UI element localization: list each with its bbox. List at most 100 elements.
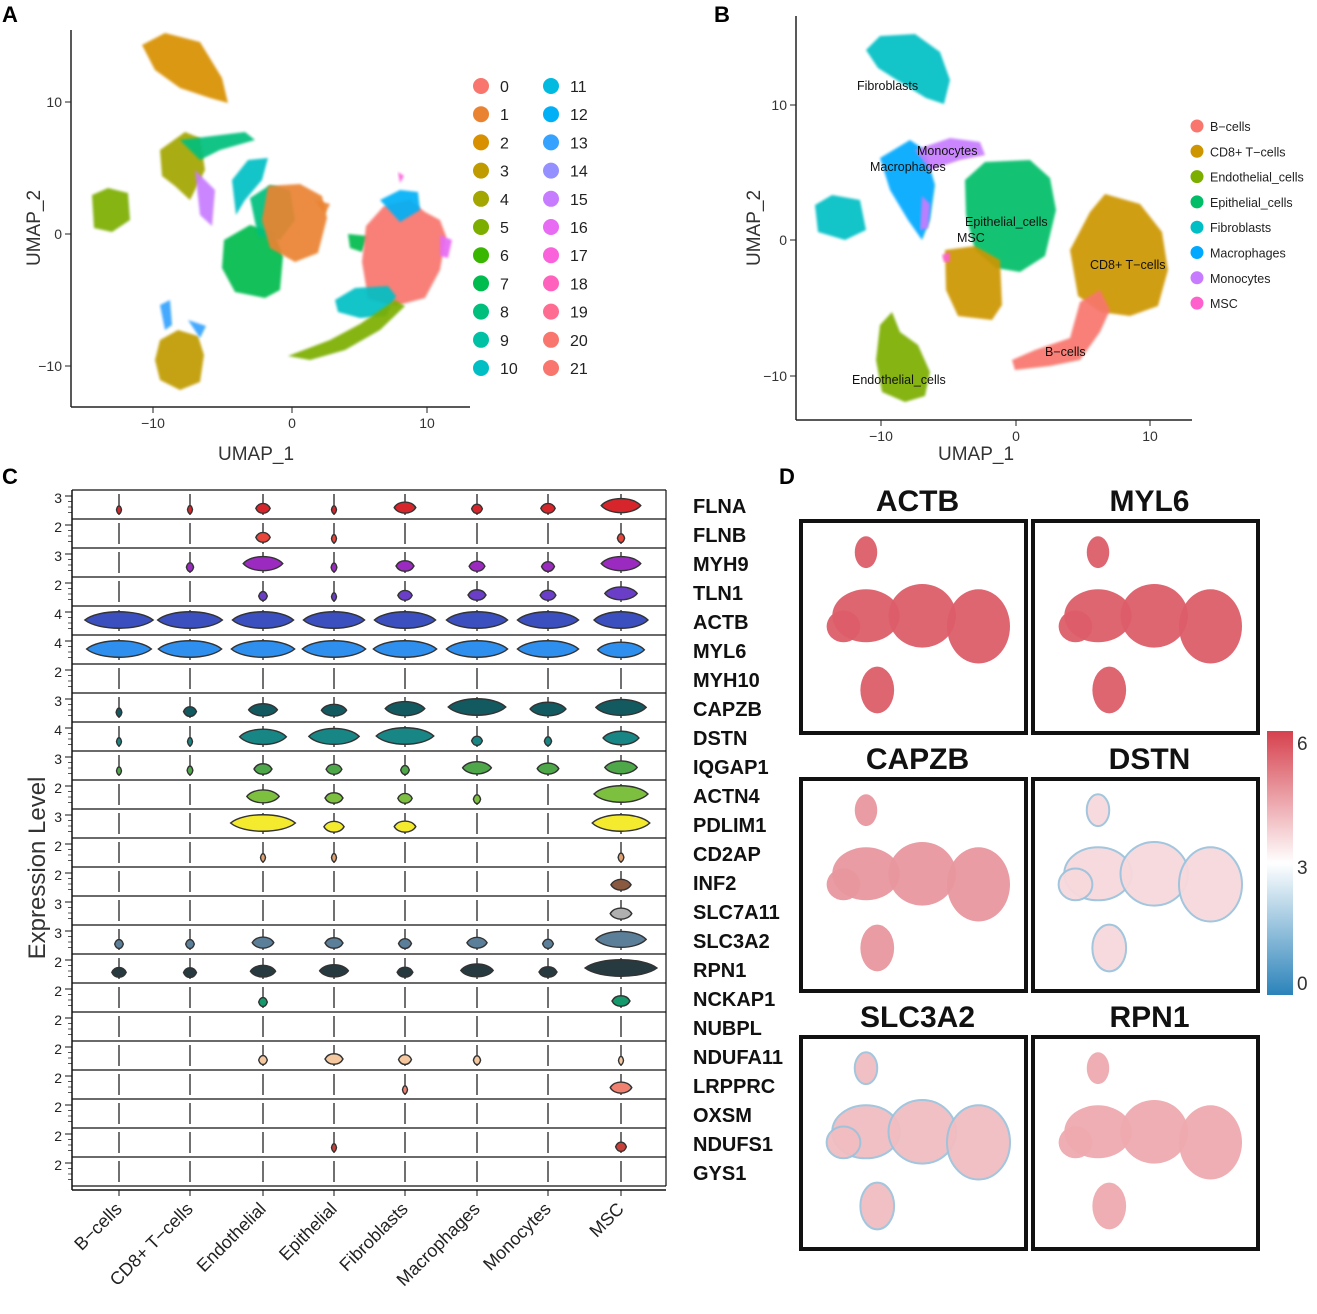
cluster-blob	[188, 320, 206, 338]
y-ticks-b: 10 0 −10	[763, 97, 796, 384]
legend-swatch	[1190, 170, 1204, 184]
cluster-blob	[288, 300, 405, 360]
violin	[372, 640, 438, 658]
cluster-blob	[348, 234, 368, 252]
feature-plot-title: MYL6	[1109, 485, 1189, 518]
violin	[543, 736, 553, 747]
colorbar-tick-label: 6	[1297, 734, 1308, 755]
legend-label: 21	[570, 361, 588, 378]
cluster-blob	[945, 246, 1002, 320]
legend-label: 6	[500, 248, 509, 265]
y-level-label: 3	[54, 925, 62, 941]
violin	[593, 785, 649, 803]
violin	[113, 938, 125, 950]
cluster-blob	[380, 190, 420, 222]
violin	[395, 560, 415, 572]
violin	[536, 762, 560, 775]
violin	[596, 641, 646, 659]
y-level-label: 2	[54, 577, 62, 593]
violin	[253, 763, 273, 775]
y-level-label: 3	[54, 490, 62, 506]
cluster-blob	[920, 196, 930, 230]
y-level-label: 4	[54, 722, 62, 738]
legend-swatch	[543, 303, 559, 320]
expression-blob	[1086, 536, 1110, 569]
legend-swatch	[1190, 220, 1204, 234]
violin	[330, 852, 338, 863]
expression-blob	[859, 1181, 896, 1231]
violin	[186, 504, 194, 515]
violin	[399, 764, 411, 776]
gene-label: CD2AP	[693, 844, 761, 866]
violin	[541, 938, 555, 950]
y-level-label: 3	[54, 693, 62, 709]
gene-label: RPN1	[693, 960, 746, 982]
violin	[324, 792, 344, 804]
legend-swatch	[1190, 144, 1204, 158]
violin	[182, 967, 198, 979]
legend-swatch	[1190, 271, 1204, 285]
legend-label: MSC	[1210, 297, 1238, 311]
expression-blob	[888, 584, 956, 648]
umap-clusters-a	[92, 33, 452, 390]
expression-blob	[1179, 1105, 1242, 1180]
violin	[401, 1085, 409, 1095]
x-tick-label: 0	[288, 415, 296, 431]
legend-label: 14	[570, 164, 588, 181]
legend-label: 8	[500, 305, 509, 322]
gene-label: NDUFS1	[693, 1134, 773, 1156]
violin	[472, 1055, 482, 1066]
violin	[255, 502, 271, 515]
legend-label: 18	[570, 276, 588, 293]
gene-label: FLNA	[693, 496, 746, 518]
cluster-blob	[232, 158, 268, 215]
y-tick-label: 10	[46, 94, 62, 110]
violin	[603, 760, 639, 775]
y-level-label: 2	[54, 983, 62, 999]
legend-swatch	[473, 219, 489, 235]
violin	[600, 555, 642, 572]
violin	[330, 505, 338, 515]
violin	[616, 533, 626, 544]
cluster-blob	[965, 160, 1056, 272]
expression-blob	[888, 842, 956, 906]
legend-swatch	[473, 303, 489, 320]
violin	[594, 930, 648, 949]
expression-blob	[1058, 610, 1093, 643]
legend-swatch	[473, 360, 489, 376]
feature-plot-title: ACTB	[876, 485, 959, 518]
gene-label: IQGAP1	[693, 757, 769, 779]
legend-label: 16	[570, 220, 588, 237]
expression-blob	[853, 1051, 879, 1086]
violin	[186, 765, 194, 776]
feature-plot-title: RPN1	[1109, 1001, 1189, 1034]
legend-label: Epithelial_cells	[1210, 196, 1293, 210]
expression-blob	[1178, 846, 1243, 923]
violin	[540, 561, 556, 573]
legend-swatch	[1190, 195, 1204, 209]
y-level-label: 3	[54, 809, 62, 825]
legend-swatch	[543, 78, 559, 94]
legend-swatch	[473, 190, 489, 207]
expression-blob	[1119, 841, 1189, 907]
legend-label: Fibroblasts	[1210, 221, 1271, 235]
violin	[393, 820, 417, 833]
legend-label: 12	[570, 107, 588, 124]
cluster-blob	[815, 195, 866, 240]
violin	[461, 760, 493, 775]
gene-label: SLC3A2	[693, 931, 770, 953]
cluster-blob	[315, 200, 330, 214]
legend-swatch	[473, 78, 489, 94]
legend-label: Endothelial_cells	[1210, 171, 1304, 185]
violin	[617, 1055, 625, 1066]
violin	[111, 966, 127, 979]
legend-swatch	[1190, 246, 1204, 259]
y-level-label: 2	[54, 838, 62, 854]
expression-blob	[1085, 793, 1111, 828]
legend-swatch	[543, 134, 559, 151]
y-tick-label: 0	[779, 232, 787, 248]
violin	[318, 963, 350, 978]
legend-swatch	[473, 331, 489, 348]
violin	[470, 735, 484, 747]
